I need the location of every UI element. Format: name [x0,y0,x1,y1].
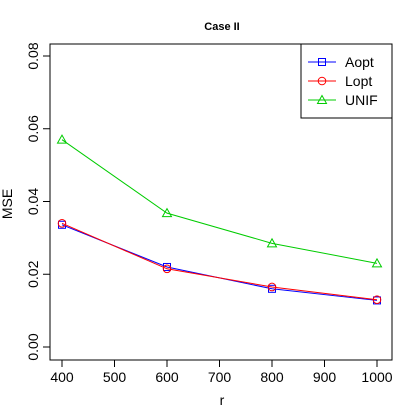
chart-title: Case II [204,21,239,33]
legend-item-unif: UNIF [308,92,378,108]
data-point-unif [161,207,173,218]
y-tick-label: 0.06 [25,115,41,142]
x-tick-label: 900 [313,369,337,385]
data-point-lopt [267,282,277,292]
data-point-unif [56,134,68,144]
legend-label-lopt: Lopt [345,73,372,89]
legend-label-unif: UNIF [345,92,378,108]
x-tick-label: 800 [260,369,284,385]
data-point-lopt [57,219,67,228]
y-tick-label: 0.02 [25,260,41,287]
x-tick-label: 500 [103,369,127,385]
series-lopt [57,219,382,305]
legend-marker-lopt [317,76,327,86]
y-tick-label: 0.08 [25,42,41,69]
legend-item-lopt: Lopt [308,73,372,89]
legend: Aopt Lopt UNIF [300,43,393,119]
data-point-unif [266,237,278,248]
legend-marker-unif [316,94,328,104]
x-tick-label: 700 [208,369,232,385]
y-axis: 0.00 0.02 0.04 0.06 0.08 [25,42,51,361]
x-axis-title: r [220,392,225,408]
series-unif [56,134,383,268]
data-point-unif [371,257,383,268]
series-layer [56,134,383,305]
series-line-lopt [61,222,378,301]
x-tick-label: 400 [50,369,74,385]
x-axis: 400 500 600 700 800 900 1000 [50,359,393,385]
legend-item-aopt: Aopt [308,54,374,70]
y-tick-label: 0.00 [25,333,41,360]
y-axis-title: MSE [0,189,15,219]
data-point-lopt [162,264,172,274]
data-point-lopt [372,295,382,305]
legend-marker-aopt [318,58,326,66]
x-tick-label: 1000 [361,369,392,385]
x-tick-label: 600 [155,369,179,385]
series-line-unif [61,139,378,264]
legend-label-aopt: Aopt [345,54,374,70]
y-tick-label: 0.04 [25,188,41,215]
